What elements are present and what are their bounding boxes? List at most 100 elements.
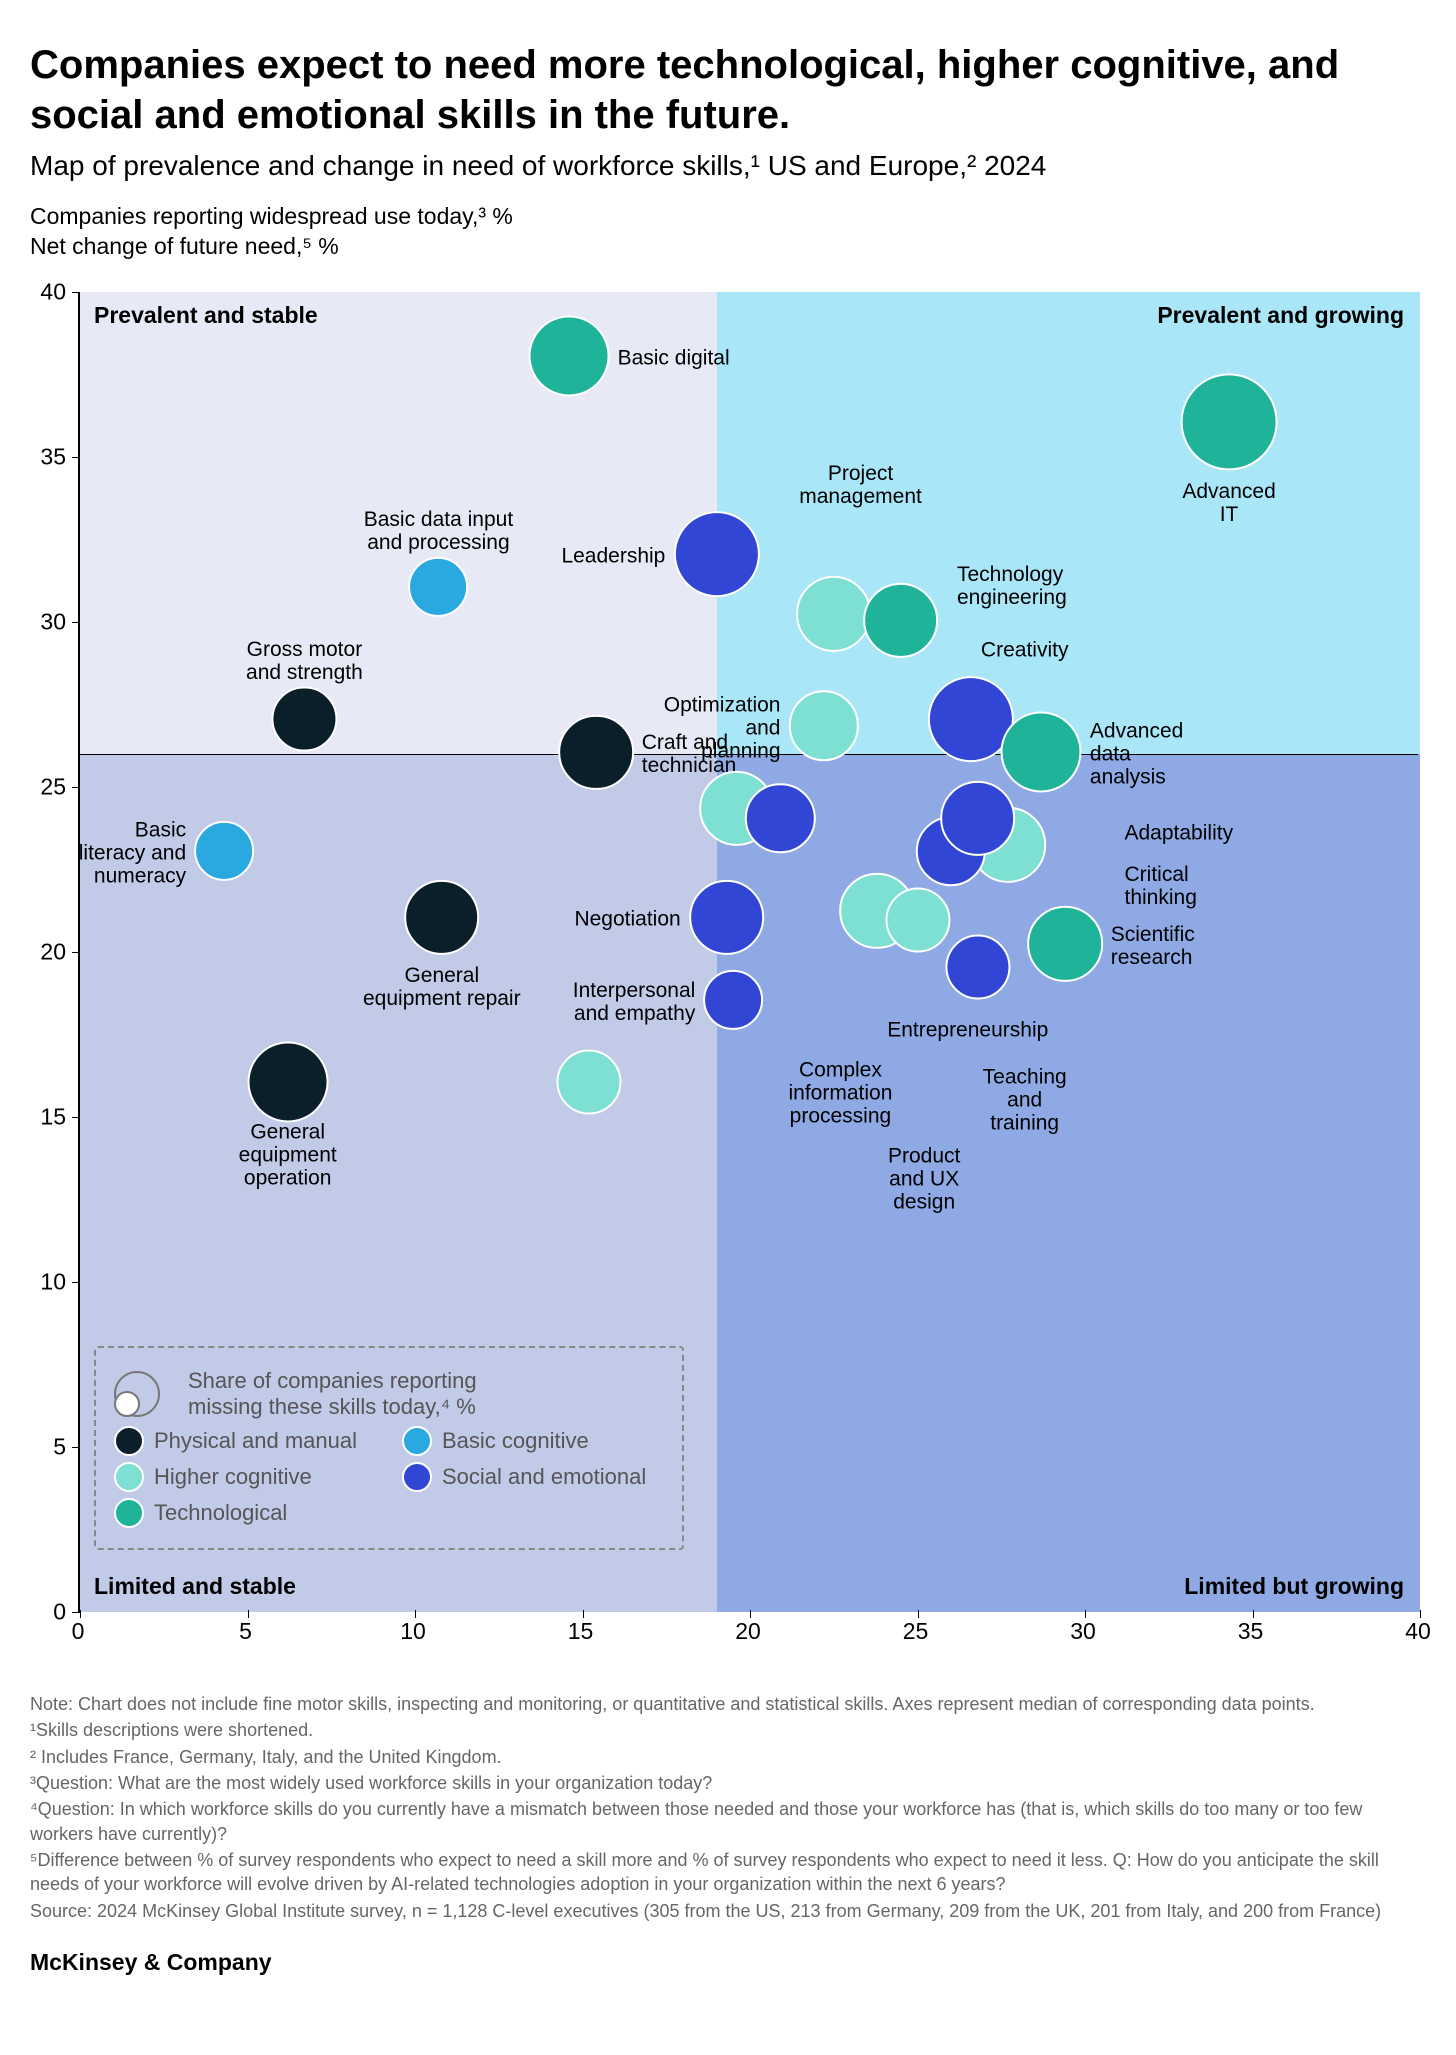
quadrant bbox=[717, 292, 1421, 754]
bubble bbox=[1181, 374, 1278, 471]
legend-item: Social and emotional bbox=[402, 1462, 662, 1492]
bubble bbox=[558, 714, 634, 790]
y-tick bbox=[72, 457, 80, 458]
bubble bbox=[272, 687, 337, 752]
bubble-label: Advanced IT bbox=[1182, 479, 1275, 525]
chart-subtitle: Map of prevalence and change in need of … bbox=[30, 148, 1426, 184]
bubble-label: Optimization and planning bbox=[664, 693, 781, 762]
bubble-label: Project management bbox=[799, 462, 922, 508]
legend-label: Physical and manual bbox=[154, 1428, 357, 1454]
legend-swatch bbox=[114, 1426, 144, 1456]
bubble bbox=[863, 582, 939, 658]
footnotes: Note: Chart does not include fine motor … bbox=[30, 1692, 1426, 1923]
legend-item: Higher cognitive bbox=[114, 1462, 374, 1492]
quadrant bbox=[717, 754, 1421, 1612]
bubble bbox=[885, 888, 950, 953]
x-tick-label: 0 bbox=[72, 1618, 85, 1645]
bubble-label: General equipment operation bbox=[239, 1120, 337, 1189]
bubble bbox=[703, 970, 763, 1030]
x-tick-label: 20 bbox=[735, 1618, 761, 1645]
bubble bbox=[945, 934, 1010, 999]
bubble-label: Technology engineering bbox=[957, 563, 1067, 609]
bubble bbox=[1027, 906, 1103, 982]
bubble-label: Product and UX design bbox=[888, 1144, 960, 1213]
x-tick bbox=[1420, 1610, 1421, 1618]
legend-item: Physical and manual bbox=[114, 1426, 374, 1456]
y-tick-label: 40 bbox=[40, 279, 66, 306]
bubble-label: Basic data input and processing bbox=[364, 508, 513, 554]
bubble-label: Leadership bbox=[561, 545, 665, 568]
bubble-label: Advanced data analysis bbox=[1090, 720, 1183, 789]
legend-size-title: Share of companies reporting missing the… bbox=[188, 1368, 477, 1420]
y-tick-labels: 0510152025303540 bbox=[30, 292, 78, 1612]
bubble-label: Basic literacy and numeracy bbox=[79, 819, 186, 888]
y-tick-label: 5 bbox=[53, 1434, 66, 1461]
legend-label: Higher cognitive bbox=[154, 1464, 312, 1490]
y-tick bbox=[72, 622, 80, 623]
quadrant-label: Prevalent and growing bbox=[1157, 302, 1404, 329]
bubble-label: Creativity bbox=[981, 639, 1069, 662]
bubble bbox=[557, 1050, 622, 1115]
y-tick-label: 25 bbox=[40, 774, 66, 801]
quadrant-label: Prevalent and stable bbox=[94, 302, 318, 329]
x-tick-label: 25 bbox=[903, 1618, 929, 1645]
scatter-plot: Prevalent and stable Prevalent and growin… bbox=[78, 292, 1418, 1612]
chart-title: Companies expect to need more technologi… bbox=[30, 40, 1426, 140]
y-tick-label: 15 bbox=[40, 1104, 66, 1131]
page: Companies expect to need more technologi… bbox=[0, 0, 1456, 2006]
y-tick bbox=[72, 292, 80, 293]
legend: Share of companies reporting missing the… bbox=[94, 1346, 684, 1550]
bubble bbox=[796, 576, 872, 652]
footnote-line: Source: 2024 McKinsey Global Institute s… bbox=[30, 1899, 1426, 1923]
y-tick bbox=[72, 1282, 80, 1283]
bubble-label: Adaptability bbox=[1125, 822, 1234, 845]
bubble-label: General equipment repair bbox=[363, 964, 521, 1010]
legend-swatch bbox=[114, 1462, 144, 1492]
footnote-line: ¹Skills descriptions were shortened. bbox=[30, 1718, 1426, 1742]
bubble-label: Critical thinking bbox=[1125, 863, 1197, 909]
bubble bbox=[409, 557, 469, 617]
footnote-line: ⁴Question: In which workforce skills do … bbox=[30, 1797, 1426, 1846]
legend-label: Basic cognitive bbox=[442, 1428, 589, 1454]
x-tick-label: 5 bbox=[239, 1618, 252, 1645]
y-tick-label: 10 bbox=[40, 1269, 66, 1296]
legend-item: Basic cognitive bbox=[402, 1426, 662, 1456]
axis-titles: Companies reporting widespread use today… bbox=[30, 202, 1426, 262]
x-tick-label: 35 bbox=[1238, 1618, 1264, 1645]
plot-wrap: 0510152025303540 Prevalent and stablePre… bbox=[30, 292, 1426, 1652]
footnote-line: ⁵Difference between % of survey responde… bbox=[30, 1848, 1426, 1897]
bubble bbox=[673, 511, 759, 597]
legend-label: Technological bbox=[154, 1500, 287, 1526]
brand-label: McKinsey & Company bbox=[30, 1949, 1426, 1976]
bubble-label: Interpersonal and empathy bbox=[573, 979, 696, 1025]
bubble-label: Negotiation bbox=[574, 908, 680, 931]
bubble-label: Entrepreneurship bbox=[887, 1019, 1048, 1042]
legend-swatch bbox=[114, 1498, 144, 1528]
legend-size-key bbox=[114, 1371, 160, 1417]
bubble bbox=[689, 879, 765, 955]
bubble bbox=[404, 879, 480, 955]
legend-swatch bbox=[402, 1462, 432, 1492]
y-axis-title: Companies reporting widespread use today… bbox=[30, 203, 513, 229]
y-tick bbox=[72, 952, 80, 953]
y-tick bbox=[72, 1117, 80, 1118]
legend-swatch bbox=[402, 1426, 432, 1456]
bubble bbox=[1001, 712, 1082, 793]
bubble bbox=[529, 316, 610, 397]
footnote-line: Note: Chart does not include fine motor … bbox=[30, 1692, 1426, 1716]
bubble-label: Basic digital bbox=[618, 347, 730, 370]
legend-item: Technological bbox=[114, 1498, 374, 1528]
legend-label: Social and emotional bbox=[442, 1464, 646, 1490]
bubble bbox=[940, 780, 1016, 856]
x-tick-label: 15 bbox=[568, 1618, 594, 1645]
footnote-line: ² Includes France, Germany, Italy, and t… bbox=[30, 1745, 1426, 1769]
y-tick-label: 20 bbox=[40, 939, 66, 966]
bubble bbox=[194, 821, 254, 881]
x-tick-label: 10 bbox=[400, 1618, 426, 1645]
bubble bbox=[247, 1042, 328, 1123]
bubble-label: Scientific research bbox=[1111, 922, 1195, 968]
x-tick-label: 30 bbox=[1070, 1618, 1096, 1645]
x-tick-label: 40 bbox=[1405, 1618, 1431, 1645]
bubble-label: Complex information processing bbox=[788, 1058, 892, 1127]
quadrant-label: Limited but growing bbox=[1184, 1573, 1404, 1600]
